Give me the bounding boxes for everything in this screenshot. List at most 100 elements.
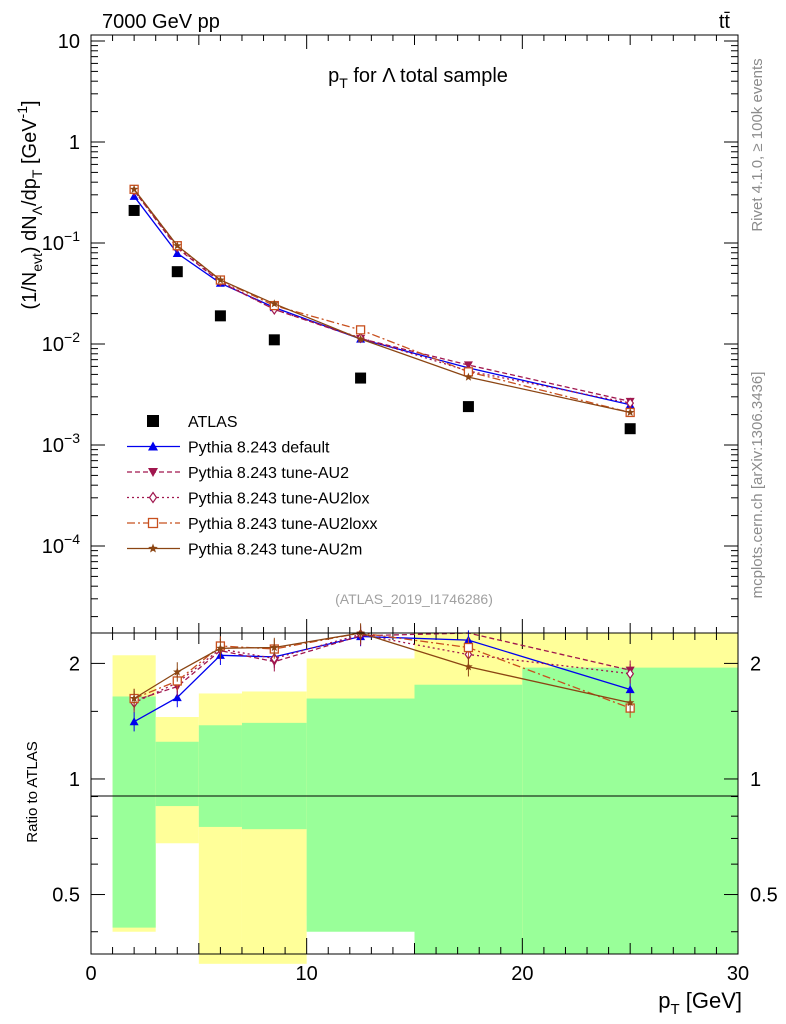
ratio-ytick-label: 0.5 — [52, 885, 80, 907]
legend-marker — [148, 441, 158, 451]
data-point — [171, 266, 183, 278]
legend-item: Pythia 8.243 tune-AU2loxx — [127, 516, 377, 533]
legend-label: Pythia 8.243 tune-AU2loxx — [188, 516, 377, 533]
legend-item: Pythia 8.243 tune-AU2lox — [127, 491, 369, 508]
uncertainty-band-green — [155, 741, 199, 807]
data-point — [463, 361, 473, 370]
ytick-label-10: 10 — [58, 31, 80, 53]
data-point — [270, 299, 279, 308]
legend-item: Pythia 8.243 tune-AU2 — [127, 465, 349, 482]
series-pythia-8-243-tune-au2m — [129, 184, 635, 417]
legend: ATLAS Pythia 8.243 default Pythia 8.243 tu… — [127, 414, 377, 559]
data-point — [355, 325, 366, 335]
data-point — [462, 401, 474, 413]
legend-marker — [147, 517, 159, 529]
analysis-annotation: (ATLAS_2019_I1746286) — [335, 591, 493, 607]
ratio-data-point — [173, 667, 182, 676]
legend-label: Pythia 8.243 default — [188, 440, 330, 457]
series-line — [133, 188, 631, 414]
ratio-data-point — [464, 662, 473, 671]
header-left: 7000 GeV pp — [102, 11, 220, 33]
ratio-data-point — [463, 642, 474, 653]
ratio-ytick-label: 2 — [69, 653, 80, 675]
series-pythia-8-243-tune-au2 — [129, 187, 635, 406]
uncertainty-band-green — [198, 725, 242, 827]
series-pythia-8-243-tune-au2lox — [130, 185, 635, 409]
xtick-label: 20 — [511, 963, 533, 985]
uncertainty-band-green — [414, 684, 523, 954]
series-pythia-8-243-default — [129, 191, 635, 409]
legend-marker — [148, 491, 158, 504]
xtick-label: 0 — [85, 963, 96, 985]
data-point — [464, 372, 473, 381]
main-y-axis-label: (1/Nevt) dNΛ/dpT [GeV-1] — [14, 100, 45, 309]
ratio-y-axis-label: Ratio to ATLAS — [24, 741, 41, 842]
ratio-panel: 0.5 0.5 1 1 2 2 0 10 20 30 Ratio to ATLAS pT [Ge… — [24, 623, 778, 1018]
legend-item: Pythia 8.243 tune-AU2m — [127, 542, 362, 559]
data-point — [268, 334, 280, 346]
legend-marker — [147, 415, 159, 427]
legend-label: Pythia 8.243 tune-AU2lox — [188, 491, 369, 508]
legend-label: ATLAS — [188, 414, 238, 431]
main-y-ticks — [90, 35, 739, 633]
legend-item: ATLAS — [147, 414, 238, 431]
ratio-bands — [112, 633, 738, 964]
legend-marker — [148, 468, 158, 477]
ratio-data-point — [625, 685, 635, 694]
ratio-frame — [90, 632, 739, 955]
data-point — [129, 184, 139, 193]
header-right: tt̄ — [719, 11, 731, 33]
ratio-ytick-labels: 0.5 0.5 1 1 2 2 — [52, 653, 778, 906]
series-line — [133, 195, 631, 406]
main-series — [128, 184, 636, 435]
data-point — [216, 275, 225, 284]
data-point — [626, 397, 635, 409]
ratio-ytick-label-right: 0.5 — [750, 885, 778, 907]
data-point — [172, 248, 182, 257]
legend-marker — [148, 543, 158, 553]
ytick-label-0.1: 10−1 — [42, 228, 80, 255]
data-point — [214, 310, 226, 322]
ratio-data-point — [172, 693, 182, 702]
ytick-label-1: 1 — [69, 132, 80, 154]
ratio-data-point — [626, 668, 635, 680]
ratio-data-point — [270, 643, 279, 652]
series-atlas — [128, 204, 636, 435]
ratio-ytick-label-right: 1 — [750, 769, 761, 791]
data-point — [625, 408, 635, 417]
ratio-series-pythia-8-243-tune-au2m — [129, 623, 635, 713]
data-point — [355, 372, 367, 384]
rivet-label: Rivet 4.1.0, ≥ 100k events — [749, 58, 766, 231]
legend-label: Pythia 8.243 tune-AU2 — [188, 465, 349, 482]
ratio-ytick-label-right: 2 — [750, 653, 761, 675]
legend-item: Pythia 8.243 default — [127, 440, 330, 457]
uncertainty-band-green — [306, 698, 415, 932]
ytick-label-0.0001: 10−4 — [42, 531, 80, 558]
ytick-label-0.001: 10−3 — [42, 430, 80, 457]
ratio-data-point — [129, 694, 139, 703]
uncertainty-band-green — [112, 696, 156, 928]
mcplots-label: mcplots.cern.ch [arXiv:1306.3436] — [749, 372, 766, 599]
xtick-label: 30 — [727, 963, 749, 985]
data-point — [624, 423, 636, 435]
xtick-label: 10 — [296, 963, 318, 985]
ratio-data-point — [625, 698, 635, 707]
data-point — [356, 334, 365, 343]
ratio-ytick-label: 1 — [69, 769, 80, 791]
series-line — [133, 190, 631, 404]
ratio-xtick-labels: 0 10 20 30 — [85, 963, 749, 985]
ratio-data-point — [216, 643, 225, 652]
ytick-label-0.01: 10−2 — [42, 329, 80, 356]
series-pythia-8-243-tune-au2loxx — [129, 184, 635, 418]
x-axis-label: pT [GeV] — [658, 988, 742, 1018]
data-point — [173, 241, 182, 250]
ratio-data-point — [129, 717, 139, 726]
uncertainty-band-green — [241, 722, 307, 830]
legend-label: Pythia 8.243 tune-AU2m — [188, 542, 362, 559]
series-line — [133, 190, 631, 403]
data-point — [128, 204, 140, 216]
main-panel: 10 1 10−1 10−2 10−3 10−4 (1/Nevt) dNΛ/dp… — [14, 31, 739, 634]
series-line — [133, 188, 631, 414]
chart-title: pT for Λ total sample — [328, 65, 508, 91]
